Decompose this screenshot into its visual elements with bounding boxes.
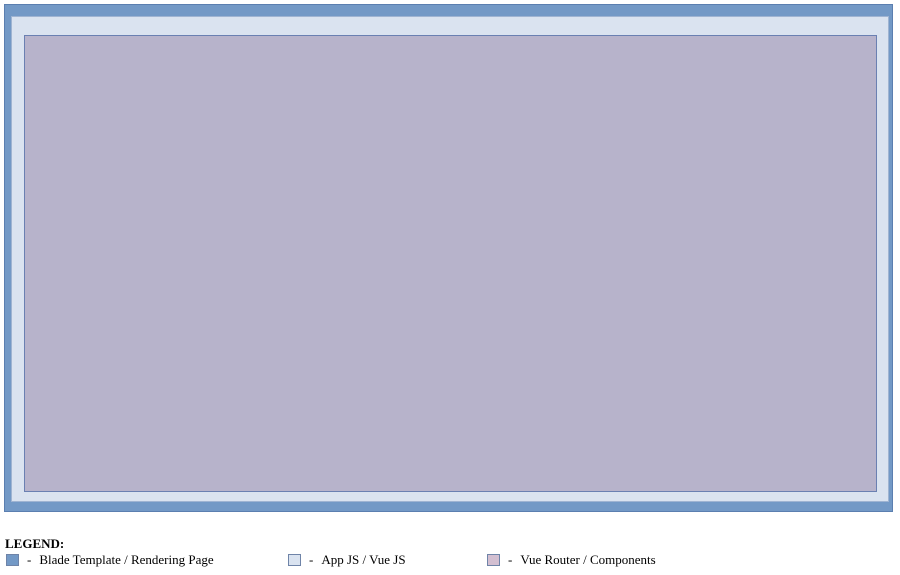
legend-item-vue-router: - Vue Router / Components bbox=[487, 552, 656, 568]
legend-item-app-js: - App JS / Vue JS bbox=[288, 552, 406, 568]
legend-swatch-vue-router bbox=[487, 554, 500, 566]
legend-label-app-js: App JS / Vue JS bbox=[321, 552, 406, 567]
legend-separator: - bbox=[27, 552, 32, 567]
legend-separator: - bbox=[309, 552, 314, 567]
legend-title: LEGEND: bbox=[5, 536, 65, 551]
legend-label-vue-router: Vue Router / Components bbox=[520, 552, 656, 567]
legend-label-blade-template: Blade Template / Rendering Page bbox=[39, 552, 214, 567]
legend-swatch-app-js bbox=[288, 554, 301, 566]
legend-separator: - bbox=[508, 552, 513, 567]
vue-router-layer bbox=[24, 35, 877, 492]
legend-swatch-blade-template bbox=[6, 554, 19, 566]
legend-item-blade-template: - Blade Template / Rendering Page bbox=[6, 552, 214, 568]
